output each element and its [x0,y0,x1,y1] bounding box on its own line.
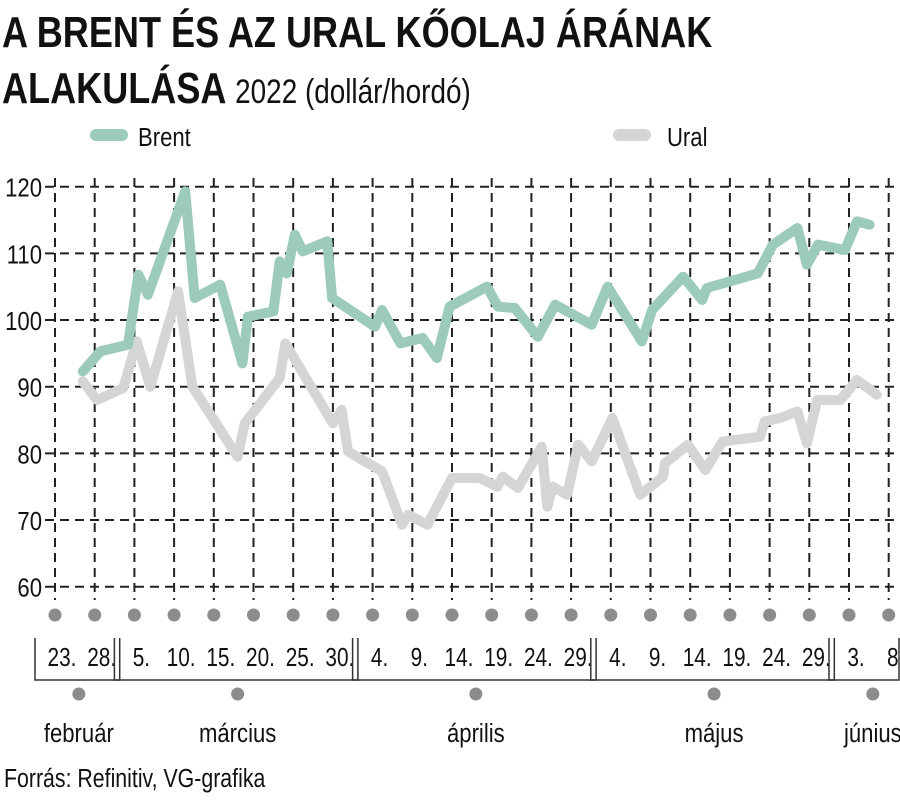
month-label: június [843,719,900,748]
x-tick-dot [167,608,181,622]
month-bracket [113,638,359,681]
month-dot [707,687,721,701]
y-tick-label: 70 [17,507,42,536]
x-tick-label: 3. [847,643,864,672]
x-tick-label: 20. [246,643,275,672]
series-line-ural [77,286,882,530]
x-tick-label: 4. [609,643,626,672]
month-dot [72,687,86,701]
x-tick-dot [88,608,102,622]
legend-label-brent: Brent [138,123,191,152]
x-tick-label: 10. [167,643,196,672]
x-tick-label: 24. [762,643,791,672]
x-tick-dot [405,608,419,622]
x-tick-dot [842,608,856,622]
y-tick-label: 100 [5,307,42,336]
x-tick-dot [247,608,260,622]
x-tick-dot [564,608,578,622]
x-tick-dot [683,608,697,622]
y-tick-label: 110 [7,241,42,270]
month-dot [231,687,245,701]
x-tick-label: 8. [887,643,900,672]
x-tick-label: 4. [371,643,388,672]
y-tick-label: 90 [17,374,42,403]
legend: Brent Ural [90,123,708,152]
source-note: Forrás: Refinitiv, VG-grafika [4,764,266,794]
x-tick-label: 24. [524,643,553,672]
chart-title-line2: ALAKULÁSA 2022 (dollár/hordó) [2,64,471,114]
x-tick-dot [644,608,657,622]
x-tick-label: 15. [206,643,235,672]
y-tick-label: 120 [5,174,42,203]
x-tick-dot [524,608,538,622]
y-tick-label: 60 [17,574,42,603]
month-label: április [447,719,505,748]
month-dot [866,687,880,701]
x-tick-dot [286,608,300,622]
x-tick-label: 29. [802,643,831,672]
x-tick-label: 19. [722,643,751,672]
month-bracket [828,638,900,681]
x-tick-dot [882,608,896,622]
month-bracket [34,638,121,681]
x-tick-label: 28. [87,643,116,672]
y-tick-label: 80 [17,441,42,470]
x-tick-label: 9. [649,643,666,672]
x-tick-dot [326,608,340,622]
series-line-brent [77,186,875,377]
x-tick-dot [48,608,62,622]
x-tick-dot [763,608,777,622]
x-tick-dot [366,608,380,622]
x-tick-dot [604,608,618,622]
x-tick-dot [802,608,816,622]
x-tick-label: 29. [564,643,593,672]
chart-subtitle: 2022 (dollár/hordó) [235,73,471,111]
x-tick-label: 5. [133,643,150,672]
x-tick-label: 25. [286,643,315,672]
x-tick-dot [485,608,499,622]
legend-label-ural: Ural [667,123,708,152]
x-tick-dot [207,608,221,622]
x-tick-label: 9. [411,643,428,672]
month-dot [469,687,483,701]
month-label: március [199,719,276,748]
x-tick-label: 14. [683,643,712,672]
month-label: május [685,719,744,748]
x-tick-dot [445,608,459,622]
month-bracket [590,638,836,681]
month-bracket [351,638,597,681]
x-tick-label: 30. [325,643,354,672]
month-label: február [44,719,114,748]
chart-title-line2-text: ALAKULÁSA [2,64,226,113]
x-tick-dot [127,608,141,622]
x-tick-dot [723,608,737,622]
chart-title-line1: A BRENT ÉS AZ URAL KŐOLAJ ÁRÁNAK [2,8,713,57]
x-tick-label: 14. [445,643,474,672]
x-tick-label: 19. [484,643,513,672]
x-tick-label: 23. [48,643,77,672]
